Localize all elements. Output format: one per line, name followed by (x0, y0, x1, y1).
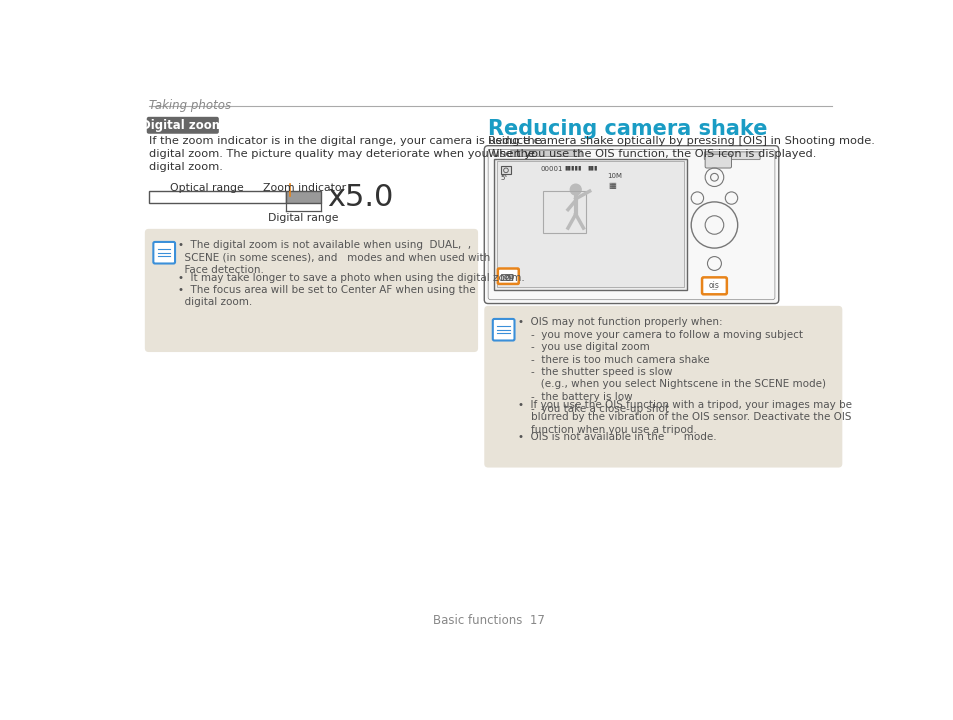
Text: •  The digital zoom is not available when using  DUAL,  ,
  SCENE (in some scene: • The digital zoom is not available when… (178, 240, 490, 275)
Text: —: — (711, 287, 717, 292)
Text: •  It may take longer to save a photo when using the digital zoom.: • It may take longer to save a photo whe… (178, 273, 524, 283)
FancyBboxPatch shape (497, 269, 518, 284)
Text: Digital zoom: Digital zoom (141, 119, 224, 132)
Text: •  OIS is not available in the      mode.: • OIS is not available in the mode. (517, 432, 716, 442)
Text: •  OIS may not function properly when:
    -  you move your camera to follow a m: • OIS may not function properly when: - … (517, 318, 824, 414)
Text: ois: ois (708, 282, 720, 290)
Bar (500, 166, 511, 174)
FancyBboxPatch shape (703, 152, 760, 160)
FancyBboxPatch shape (145, 229, 477, 352)
Circle shape (570, 184, 580, 195)
Text: Reducing camera shake: Reducing camera shake (488, 119, 767, 139)
Bar (149, 191, 286, 204)
Text: Zoom indicator: Zoom indicator (262, 184, 345, 194)
FancyBboxPatch shape (701, 277, 726, 294)
Text: Taking photos: Taking photos (149, 99, 231, 112)
Text: x5.0: x5.0 (327, 183, 393, 212)
FancyBboxPatch shape (484, 306, 841, 467)
Bar (497, 161, 683, 287)
Text: Optical range: Optical range (170, 184, 243, 194)
FancyBboxPatch shape (510, 150, 581, 156)
Bar (494, 159, 686, 289)
Bar (286, 191, 320, 204)
Text: 00001: 00001 (540, 166, 563, 171)
Text: 5ˢ: 5ˢ (500, 175, 507, 181)
Text: ▮▮▮: ▮▮▮ (587, 166, 598, 171)
FancyBboxPatch shape (704, 154, 731, 168)
Bar (542, 191, 585, 233)
Text: ▮▮▮▮▮: ▮▮▮▮▮ (563, 166, 581, 171)
Text: •  If you use the OIS function with a tripod, your images may be
    blurred by : • If you use the OIS function with a tri… (517, 400, 851, 435)
Bar (500, 274, 512, 280)
FancyBboxPatch shape (147, 117, 218, 134)
Text: Digital range: Digital range (268, 212, 338, 222)
Text: If the zoom indicator is in the digital range, your camera is using the
digital : If the zoom indicator is in the digital … (149, 135, 541, 172)
Text: ▦: ▦ (608, 181, 616, 190)
FancyBboxPatch shape (484, 145, 778, 304)
FancyBboxPatch shape (493, 319, 514, 341)
Text: •  The focus area will be set to Center AF when using the
  digital zoom.: • The focus area will be set to Center A… (178, 285, 476, 307)
Text: Reduce camera shake optically by pressing [OIS] in Shooting mode.
When you use t: Reduce camera shake optically by pressin… (488, 135, 874, 159)
Text: 10M: 10M (606, 174, 621, 179)
FancyBboxPatch shape (153, 242, 174, 264)
Text: Basic functions  17: Basic functions 17 (433, 614, 544, 627)
FancyBboxPatch shape (509, 274, 513, 279)
